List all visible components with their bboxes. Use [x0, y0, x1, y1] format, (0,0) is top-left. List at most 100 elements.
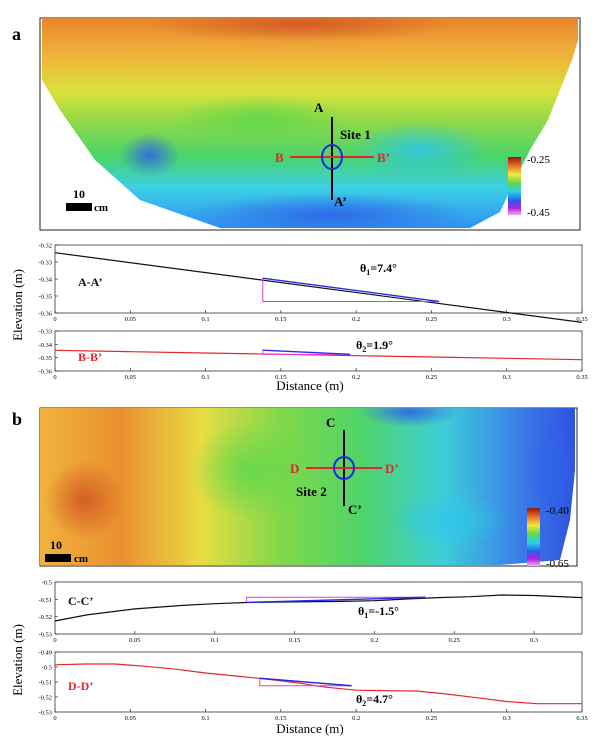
c-c-xtick-label: 0.3 [530, 637, 538, 644]
colorbar-a-min: -0.45 [527, 207, 550, 219]
scalebar-a [66, 203, 92, 211]
c-c-xtick-label: 0.1 [211, 637, 219, 644]
colorbar-b [527, 508, 540, 566]
a-a-slope-triangle [262, 278, 439, 302]
label-d: D [290, 461, 299, 476]
c-c-xtick-label: 0.15 [289, 637, 300, 644]
label-d-prime: D’ [385, 461, 399, 476]
a-a-xtick-label: 0.25 [426, 316, 437, 323]
c-c-xtick-label: 0.25 [449, 637, 460, 644]
label-b-prime: B’ [377, 150, 390, 165]
colorbar-a-max: -0.25 [527, 154, 550, 166]
b-b-xtick-label: 0.3 [503, 374, 511, 381]
map-a: A A’ B B’ Site 1 10 cm -0.25 -0.45 [39, 17, 581, 231]
label-a-prime: A’ [334, 194, 347, 209]
d-d-xtick-label: 0.15 [275, 715, 286, 722]
c-c-ytick-label: -0.5 [42, 580, 52, 587]
xlabel-b: Distance (m) [276, 721, 344, 736]
d-d-xtick-label: 0.2 [352, 715, 360, 722]
a-a-ytick-label: -0.34 [38, 277, 52, 284]
b-b-xtick-label: 0.1 [202, 374, 210, 381]
b-b-angle-label: θ2=1.9° [356, 338, 393, 354]
label-a: A [314, 100, 324, 115]
d-d-xtick-label: 0 [53, 715, 56, 722]
profile-a-a-plot: 0 0.05 0.1 0.15 0.2 0.25 0.3 0.35 -0.32 -0.33 -0.3… [38, 243, 587, 324]
ylabel-b: Elevation (m) [10, 624, 25, 696]
b-b-xtick-label: 0.35 [576, 374, 587, 381]
panel-a-letter: a [12, 24, 21, 44]
colorbar-b-max: -0.40 [546, 505, 569, 517]
map-b: C C’ D D’ Site 2 10 cm -0.40 -0.65 [39, 407, 578, 570]
d-d-ytick-label: -0.53 [38, 710, 52, 717]
a-a-xtick-label: 0.35 [576, 316, 587, 323]
a-a-frame [54, 244, 583, 314]
d-d-series-line [54, 663, 582, 705]
b-b-name-label: B-B’ [78, 350, 102, 364]
a-a-xtick-label: 0 [53, 316, 56, 323]
c-c-slope-segment [246, 596, 426, 604]
site-1-label: Site 1 [340, 127, 371, 142]
a-a-ytick-label: -0.36 [38, 311, 52, 318]
label-c-prime: C’ [348, 502, 362, 517]
c-c-frame [54, 581, 583, 635]
site-2-label: Site 2 [296, 484, 327, 499]
d-d-ytick-label: -0.49 [38, 650, 52, 657]
c-c-ytick-label: -0.53 [38, 632, 52, 639]
d-d-frame [54, 651, 583, 713]
d-d-slope-triangle [259, 678, 352, 687]
scalebar-b [45, 554, 71, 562]
a-a-ytick-label: -0.32 [38, 243, 52, 250]
d-d-ytick-label: -0.52 [38, 695, 52, 702]
label-b: B [275, 150, 284, 165]
b-b-xtick-label: 0.05 [125, 374, 136, 381]
b-b-xtick-label: 0.2 [352, 374, 360, 381]
a-a-xtick-label: 0.15 [275, 316, 286, 323]
b-b-ytick-label: -0.33 [38, 329, 52, 336]
c-c-angle-label: θ1=-1.5° [358, 604, 399, 620]
label-c: C [326, 415, 335, 430]
site-1-marker [321, 144, 343, 170]
d-d-ytick-label: -0.5 [42, 665, 52, 672]
c-c-name-label: C-C’ [68, 594, 93, 608]
b-b-ytick-label: -0.35 [38, 355, 52, 362]
d-d-xtick-label: 0.05 [125, 715, 136, 722]
scalebar-a-value: 10 [73, 187, 85, 201]
a-a-angle-label: θ1=7.4° [360, 261, 397, 277]
a-a-xtick-label: 0.1 [202, 316, 210, 323]
panel-b-letter: b [12, 409, 22, 429]
b-b-xtick-label: 0.15 [275, 374, 286, 381]
d-d-xtick-label: 0.25 [426, 715, 437, 722]
scalebar-b-value: 10 [50, 538, 62, 552]
b-b-series-line [54, 349, 583, 361]
a-a-series-line [54, 252, 583, 323]
d-d-xtick-label: 0.3 [503, 715, 511, 722]
d-d-xtick-label: 0.35 [576, 715, 587, 722]
d-d-slope-segment [259, 677, 352, 687]
d-d-name-label: D-D’ [68, 679, 93, 693]
a-a-ytick-label: -0.33 [38, 260, 52, 267]
b-b-ytick-label: -0.36 [38, 369, 52, 376]
d-d-xtick-label: 0.1 [202, 715, 210, 722]
profile-c-c-plot: 0 0.05 0.1 0.15 0.2 0.25 0.3 -0.5 -0.51 -0.52 -0.5… [38, 580, 583, 644]
b-b-slope-triangle [262, 350, 351, 355]
a-a-slope-segment [262, 277, 440, 303]
d-d-angle-label: θ2=4.7° [356, 692, 393, 708]
xlabel-a: Distance (m) [276, 378, 344, 393]
scalebar-a-unit: cm [94, 202, 108, 214]
a-a-ytick-label: -0.35 [38, 294, 52, 301]
colorbar-a [508, 157, 521, 215]
c-c-xtick-label: 0.05 [129, 637, 140, 644]
b-b-xtick-label: 0 [53, 374, 56, 381]
c-c-series-line [54, 594, 583, 622]
c-c-xtick-label: 0 [53, 637, 56, 644]
d-d-ytick-label: -0.51 [38, 680, 52, 687]
a-a-xtick-label: 0.05 [125, 316, 136, 323]
site-2-marker [333, 456, 355, 480]
ylabel-a: Elevation (m) [10, 269, 25, 341]
c-c-xtick-label: 0.2 [370, 637, 378, 644]
profile-d-d-plot: 0 0.05 0.1 0.15 0.2 0.25 0.3 0.35 -0.49 -0.5 -0.51… [38, 650, 587, 723]
b-b-xtick-label: 0.25 [426, 374, 437, 381]
scalebar-b-unit: cm [74, 553, 88, 565]
c-c-ytick-label: -0.51 [38, 597, 52, 604]
